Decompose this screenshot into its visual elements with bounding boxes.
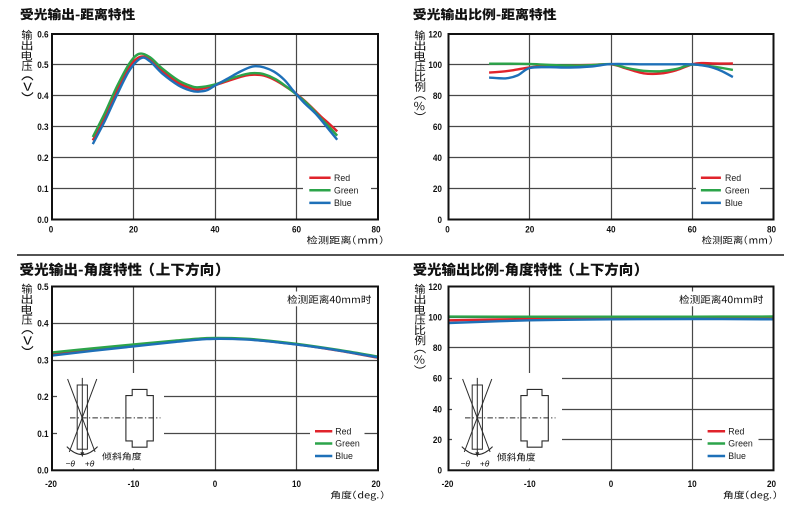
svg-text:Red: Red <box>728 426 744 436</box>
svg-text:0: 0 <box>438 466 443 477</box>
svg-text:20: 20 <box>371 479 380 490</box>
svg-text:0.5: 0.5 <box>37 60 49 71</box>
svg-text:0.2: 0.2 <box>37 153 48 164</box>
svg-text:−θ: −θ <box>66 459 76 469</box>
svg-text:10: 10 <box>292 479 301 490</box>
svg-text:80: 80 <box>371 225 380 236</box>
svg-text:0.5: 0.5 <box>37 282 49 293</box>
svg-text:-20: -20 <box>45 479 57 490</box>
svg-text:+θ: +θ <box>480 459 490 469</box>
svg-text:0.4: 0.4 <box>37 319 49 330</box>
svg-text:60: 60 <box>292 225 301 236</box>
svg-text:40: 40 <box>210 225 219 236</box>
svg-text:80: 80 <box>433 91 442 102</box>
svg-text:Blue: Blue <box>334 198 352 208</box>
svg-text:Blue: Blue <box>725 198 743 208</box>
svg-text:0.6: 0.6 <box>37 29 48 40</box>
svg-text:0: 0 <box>438 215 443 226</box>
svg-text:0.1: 0.1 <box>37 429 49 440</box>
svg-text:0: 0 <box>49 225 54 236</box>
svg-text:20: 20 <box>433 184 442 195</box>
svg-text:60: 60 <box>433 122 442 133</box>
svg-text:-20: -20 <box>442 479 454 490</box>
svg-text:0: 0 <box>213 479 218 490</box>
svg-text:40: 40 <box>433 153 442 164</box>
svg-text:0.0: 0.0 <box>37 466 48 477</box>
svg-text:0.3: 0.3 <box>37 122 48 133</box>
svg-text:60: 60 <box>433 374 442 385</box>
svg-text:0.1: 0.1 <box>37 184 49 195</box>
svg-text:80: 80 <box>767 225 776 236</box>
svg-text:60: 60 <box>688 225 697 236</box>
svg-text:20: 20 <box>525 225 534 236</box>
svg-text:10: 10 <box>688 479 697 490</box>
svg-text:Green: Green <box>334 185 359 195</box>
svg-text:Red: Red <box>334 173 350 183</box>
svg-text:-10: -10 <box>128 479 140 490</box>
svg-text:0.2: 0.2 <box>37 392 48 403</box>
svg-text:20: 20 <box>129 225 138 236</box>
svg-text:100: 100 <box>428 60 442 71</box>
svg-text:0: 0 <box>609 479 614 490</box>
svg-text:Blue: Blue <box>335 451 353 461</box>
svg-text:120: 120 <box>428 282 442 293</box>
svg-text:100: 100 <box>428 312 442 323</box>
svg-text:0.3: 0.3 <box>37 355 48 366</box>
svg-text:20: 20 <box>433 435 442 446</box>
svg-text:40: 40 <box>433 404 442 415</box>
svg-text:−θ: −θ <box>461 459 471 469</box>
svg-text:+θ: +θ <box>85 459 95 469</box>
svg-text:-10: -10 <box>524 479 536 490</box>
svg-text:80: 80 <box>433 343 442 354</box>
svg-text:Red: Red <box>335 426 351 436</box>
svg-text:0.0: 0.0 <box>37 215 48 226</box>
svg-text:0.4: 0.4 <box>37 91 49 102</box>
svg-text:Green: Green <box>335 439 360 449</box>
svg-text:0: 0 <box>445 225 450 236</box>
svg-text:120: 120 <box>428 29 442 40</box>
svg-text:Green: Green <box>725 185 750 195</box>
svg-text:40: 40 <box>606 225 615 236</box>
svg-text:Blue: Blue <box>728 451 746 461</box>
svg-text:Red: Red <box>725 173 741 183</box>
svg-text:20: 20 <box>767 479 776 490</box>
svg-text:Green: Green <box>728 439 753 449</box>
